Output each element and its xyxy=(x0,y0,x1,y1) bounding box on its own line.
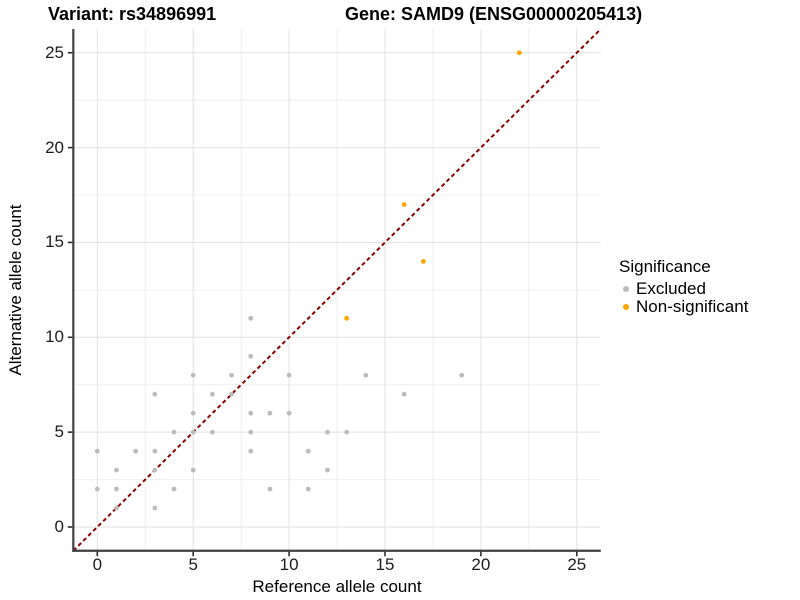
data-point-excluded xyxy=(248,315,254,321)
data-point-excluded xyxy=(209,391,215,397)
data-point-excluded xyxy=(229,391,234,397)
data-point-excluded xyxy=(305,486,311,492)
data-point-excluded xyxy=(190,410,196,416)
data-point-excluded xyxy=(114,486,119,492)
x-axis-title: Reference allele count xyxy=(252,577,422,596)
data-point-non-significant xyxy=(401,202,407,207)
data-point-excluded xyxy=(152,505,158,511)
data-point-excluded xyxy=(152,391,158,397)
data-point-excluded xyxy=(248,410,254,416)
identity-line xyxy=(72,28,602,552)
data-point-excluded xyxy=(325,467,330,473)
data-point-non-significant xyxy=(344,315,350,321)
data-point-excluded xyxy=(171,486,177,492)
data-point-excluded xyxy=(171,429,177,435)
data-point-excluded xyxy=(190,429,196,435)
data-point-excluded xyxy=(114,467,119,473)
data-point-excluded xyxy=(209,429,215,435)
data-point-excluded xyxy=(344,429,350,435)
data-point-excluded xyxy=(248,429,254,435)
legend-title: Significance xyxy=(619,257,711,276)
data-point-excluded xyxy=(325,429,330,435)
data-point-excluded xyxy=(94,448,100,454)
data-point-excluded xyxy=(363,372,369,378)
legend-entry-non-significant: Non-significant xyxy=(619,298,748,316)
data-point-excluded xyxy=(459,372,465,378)
plot-title-gene: Gene: SAMD9 (ENSG00000205413) xyxy=(345,4,643,24)
plot-title-variant: Variant: rs34896991 xyxy=(48,4,217,24)
data-point-excluded xyxy=(152,448,158,454)
data-point-excluded xyxy=(248,353,254,359)
data-point-excluded xyxy=(305,448,311,454)
data-point-excluded xyxy=(152,467,158,473)
data-point-excluded xyxy=(190,372,196,378)
data-point-non-significant xyxy=(516,50,522,56)
legend-label-non-significant: Non-significant xyxy=(636,297,749,316)
data-point-excluded xyxy=(114,505,119,511)
data-point-excluded xyxy=(286,410,292,416)
legend-entry-excluded: Excluded xyxy=(619,280,748,298)
data-point-excluded xyxy=(229,372,234,378)
y-axis-title: Alternative allele count xyxy=(6,204,25,376)
legend-label-excluded: Excluded xyxy=(636,279,706,298)
data-point-excluded xyxy=(267,486,273,492)
non-significant-point-key-icon xyxy=(623,304,629,310)
data-point-excluded xyxy=(286,372,292,378)
legend: Significance Excluded Non-significant xyxy=(619,257,748,316)
data-point-excluded xyxy=(248,448,254,454)
data-point-excluded xyxy=(190,467,196,473)
data-point-excluded xyxy=(133,448,139,454)
data-point-excluded xyxy=(267,410,273,416)
excluded-point-key-icon xyxy=(623,286,629,292)
data-point-excluded xyxy=(401,391,407,397)
data-point-non-significant xyxy=(420,259,426,264)
data-point-excluded xyxy=(94,486,100,492)
